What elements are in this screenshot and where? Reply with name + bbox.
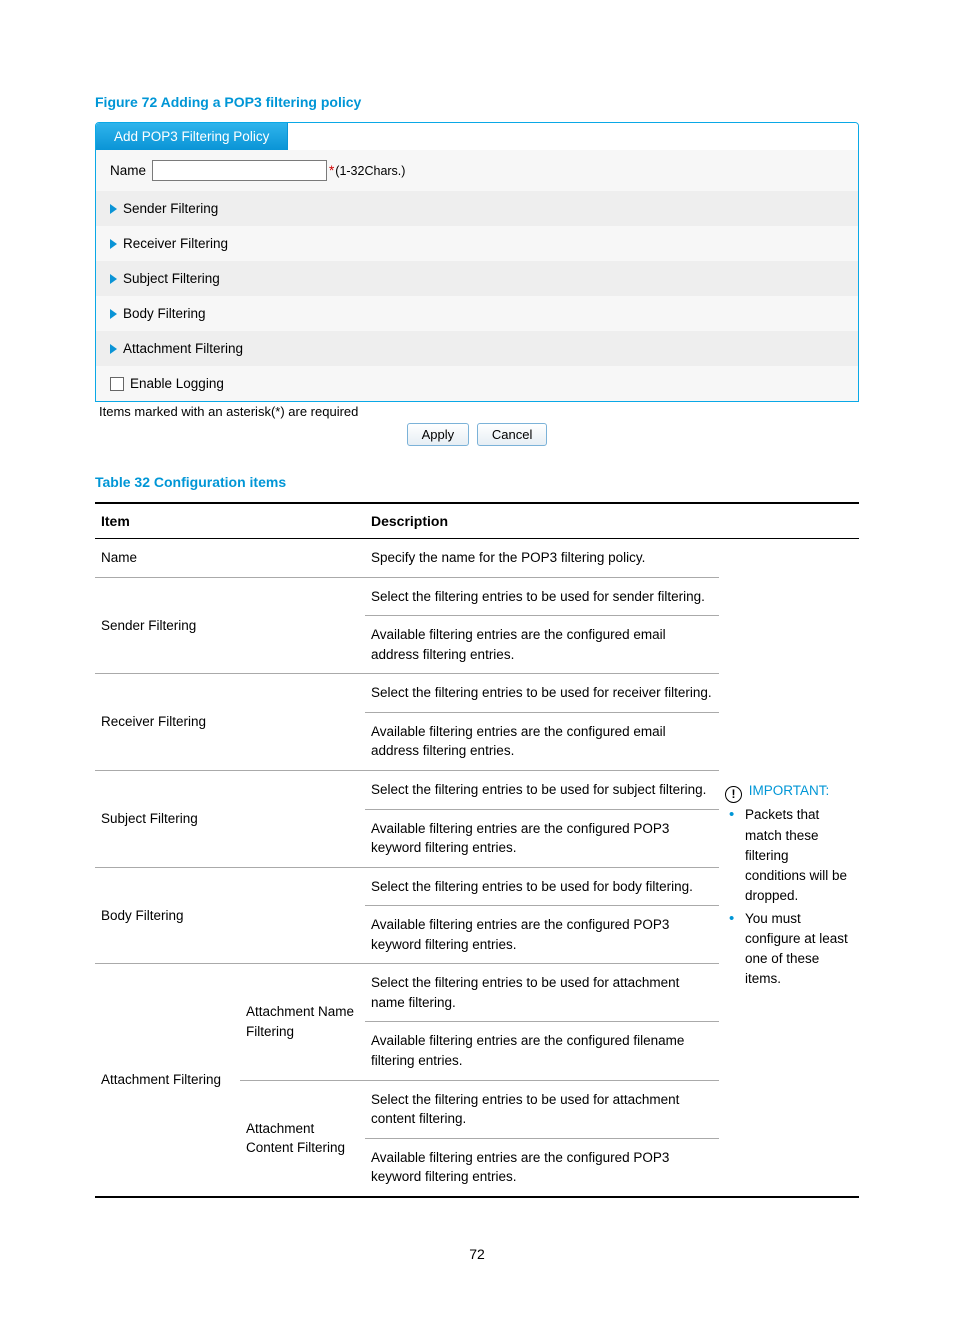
row-sender-filtering[interactable]: Sender Filtering (96, 191, 858, 226)
expand-icon (110, 309, 117, 319)
important-icon: ! (725, 786, 742, 803)
cell-att-content-d1: Select the filtering entries to be used … (365, 1080, 719, 1138)
tab-add-pop3[interactable]: Add POP3 Filtering Policy (96, 123, 288, 150)
cell-att-content-d2: Available filtering entries are the conf… (365, 1138, 719, 1197)
row-receiver-filtering[interactable]: Receiver Filtering (96, 226, 858, 261)
table-caption: Table 32 Configuration items (95, 474, 859, 490)
expand-icon (110, 239, 117, 249)
cell-subject-d2: Available filtering entries are the conf… (365, 809, 719, 867)
name-input[interactable] (152, 160, 327, 181)
name-hint: (1-32Chars.) (335, 164, 405, 178)
label-name: Name (110, 163, 146, 178)
cell-att-name-item: Attachment Name Filtering (240, 964, 365, 1080)
cell-receiver-item: Receiver Filtering (95, 674, 365, 771)
page-number: 72 (95, 1246, 859, 1262)
cell-sender-d1: Select the filtering entries to be used … (365, 577, 719, 616)
tab-row: Add POP3 Filtering Policy (96, 123, 858, 150)
expand-icon (110, 344, 117, 354)
button-row: Apply Cancel (95, 423, 859, 446)
checkbox-enable-logging[interactable] (110, 377, 124, 391)
label-sender-filtering: Sender Filtering (123, 201, 218, 216)
important-label: IMPORTANT: (749, 783, 830, 798)
cell-att-content-item: Attachment Content Filtering (240, 1080, 365, 1197)
cell-important: ! IMPORTANT: Packets that match these fi… (719, 577, 859, 1197)
th-item: Item (95, 503, 365, 539)
cell-subject-d1: Select the filtering entries to be used … (365, 770, 719, 809)
expand-icon (110, 204, 117, 214)
row-name: Name *(1-32Chars.) (96, 150, 858, 191)
th-description: Description (365, 503, 859, 539)
row-enable-logging[interactable]: Enable Logging (96, 366, 858, 401)
row-subject-filtering[interactable]: Subject Filtering (96, 261, 858, 296)
row-body-filtering[interactable]: Body Filtering (96, 296, 858, 331)
label-subject-filtering: Subject Filtering (123, 271, 220, 286)
cell-body-d1: Select the filtering entries to be used … (365, 867, 719, 906)
cell-receiver-d1: Select the filtering entries to be used … (365, 674, 719, 713)
pop3-figure: Add POP3 Filtering Policy Name *(1-32Cha… (95, 122, 859, 402)
expand-icon (110, 274, 117, 284)
label-body-filtering: Body Filtering (123, 306, 206, 321)
figure-caption: Figure 72 Adding a POP3 filtering policy (95, 94, 859, 110)
config-items-table: Item Description Name Specify the name f… (95, 502, 859, 1198)
apply-button[interactable]: Apply (407, 423, 470, 446)
label-attachment-filtering: Attachment Filtering (123, 341, 243, 356)
cancel-button[interactable]: Cancel (477, 423, 547, 446)
cell-sender-d2: Available filtering entries are the conf… (365, 616, 719, 674)
important-item-1: Packets that match these filtering condi… (727, 805, 853, 906)
label-enable-logging: Enable Logging (130, 376, 224, 391)
cell-name-desc: Specify the name for the POP3 filtering … (365, 539, 859, 578)
cell-subject-item: Subject Filtering (95, 770, 365, 867)
cell-name-item: Name (95, 539, 365, 578)
cell-att-name-d1: Select the filtering entries to be used … (365, 964, 719, 1022)
label-receiver-filtering: Receiver Filtering (123, 236, 228, 251)
cell-receiver-d2: Available filtering entries are the conf… (365, 712, 719, 770)
required-asterisk: * (329, 163, 334, 178)
cell-body-d2: Available filtering entries are the conf… (365, 906, 719, 964)
cell-body-item: Body Filtering (95, 867, 365, 964)
row-attachment-filtering[interactable]: Attachment Filtering (96, 331, 858, 366)
cell-att-name-d2: Available filtering entries are the conf… (365, 1022, 719, 1080)
important-item-2: You must configure at least one of these… (727, 909, 853, 990)
cell-sender-item: Sender Filtering (95, 577, 365, 674)
cell-attachment-item: Attachment Filtering (95, 964, 240, 1197)
required-note: Items marked with an asterisk(*) are req… (99, 404, 859, 419)
